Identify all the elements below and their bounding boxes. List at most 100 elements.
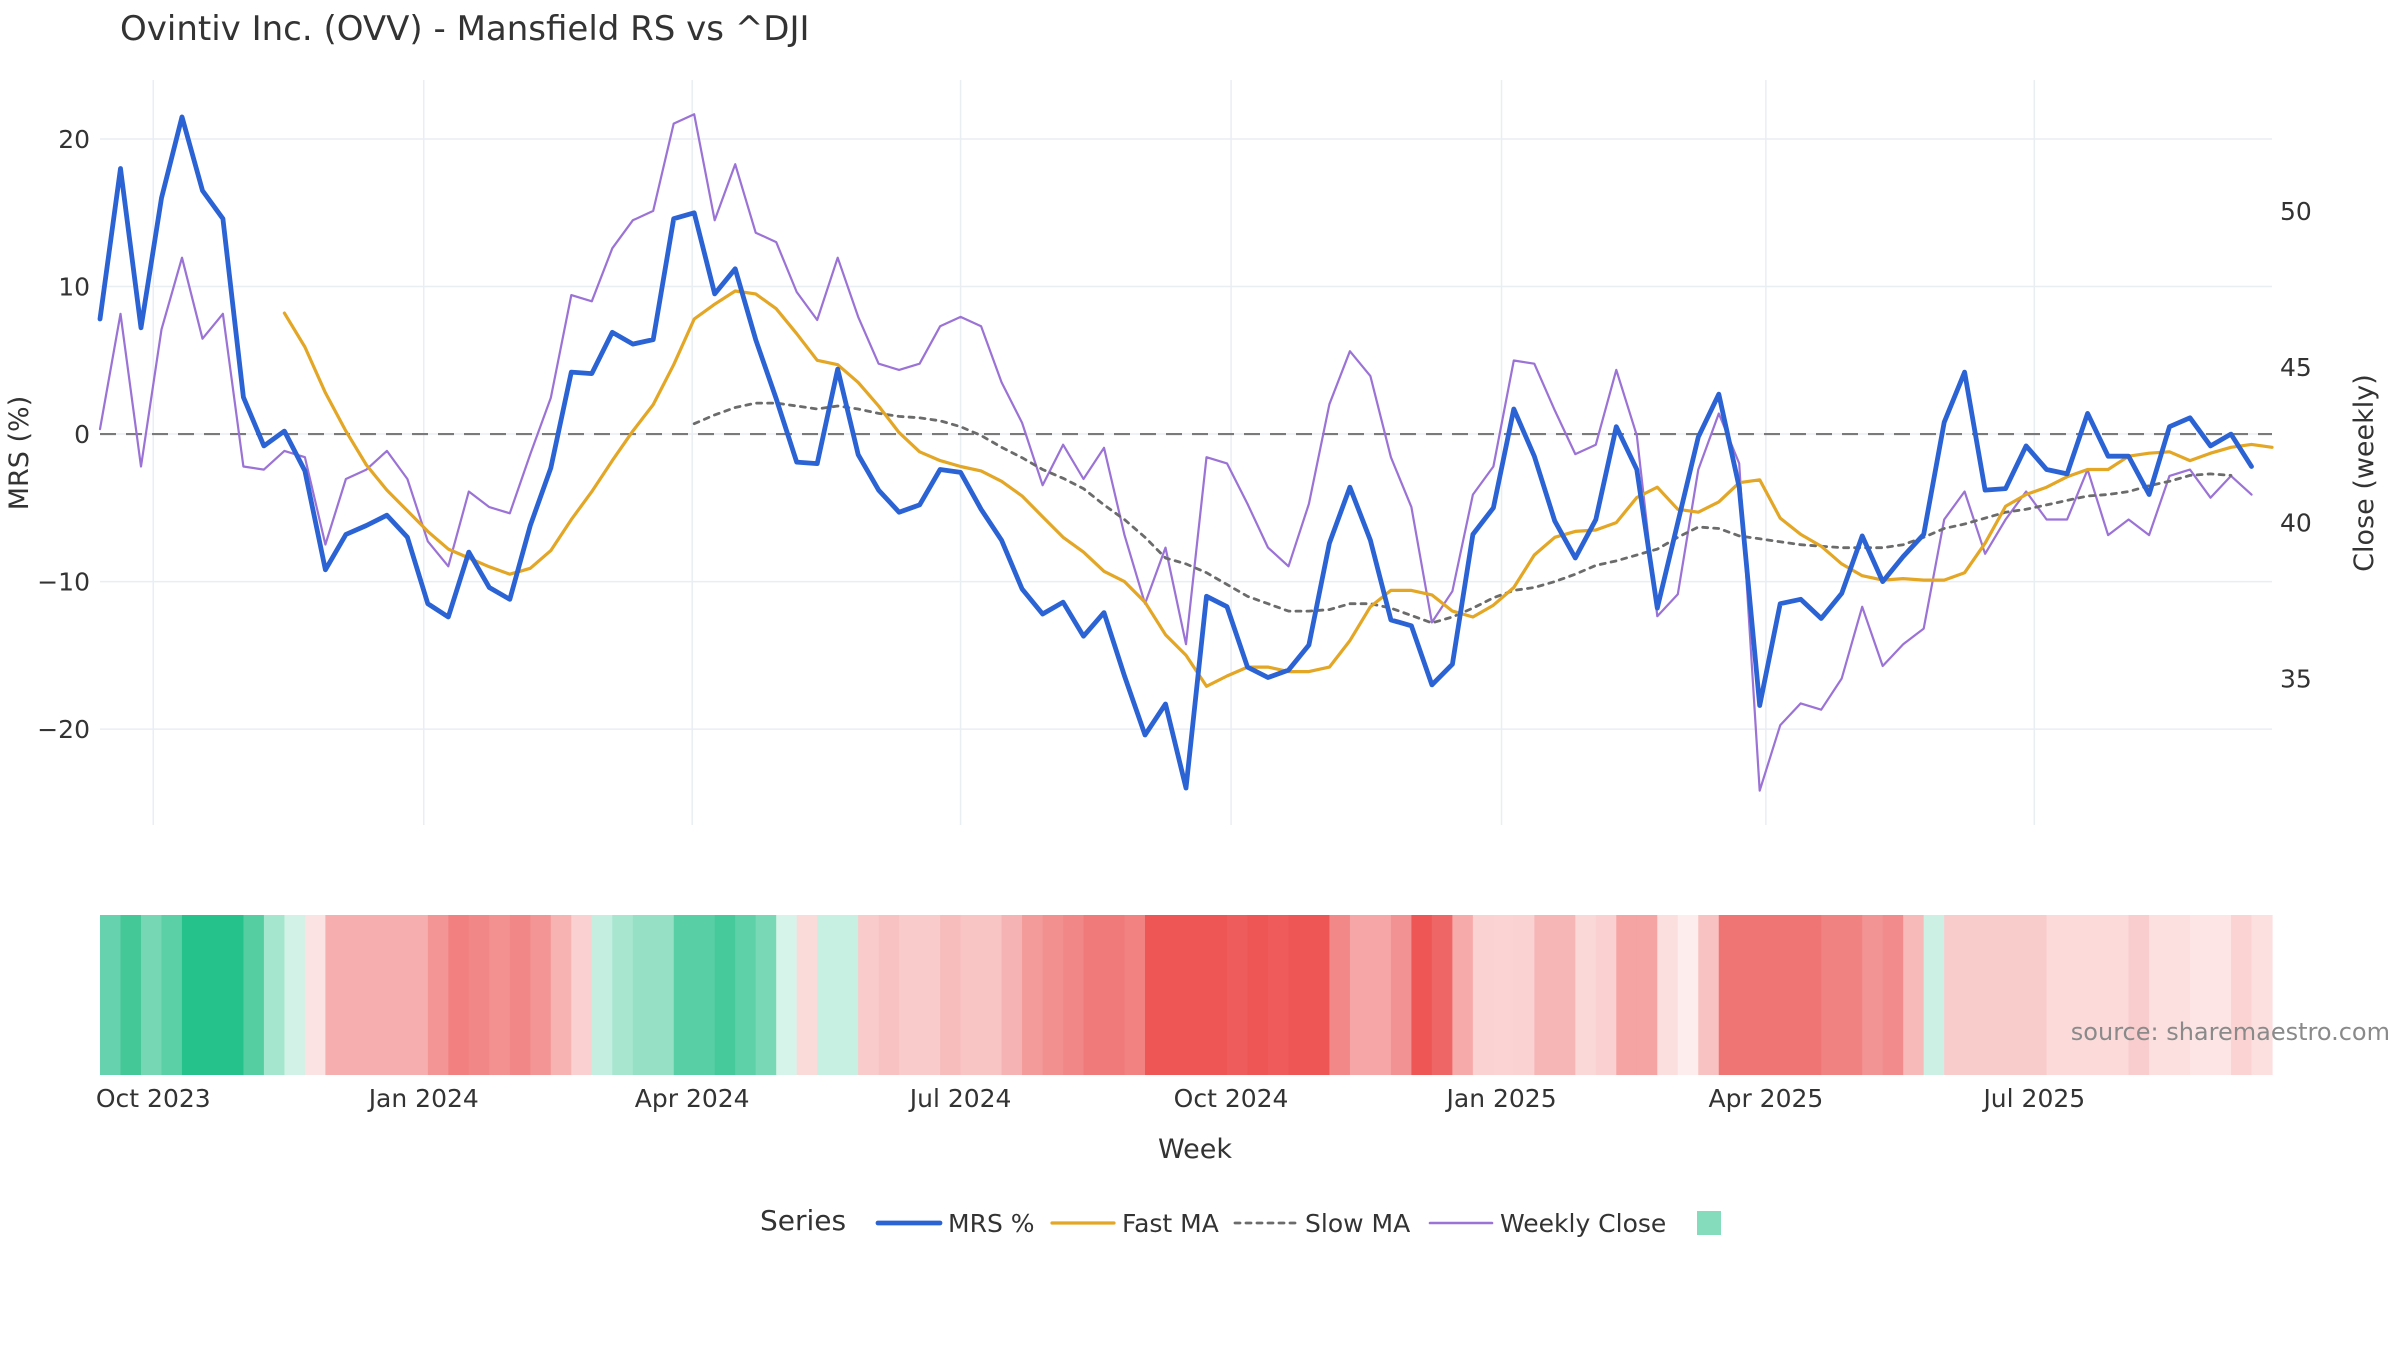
series-line-fast-ma	[282, 289, 2274, 688]
heat-cell	[1022, 915, 1044, 1075]
heat-cell	[755, 915, 777, 1075]
heat-cell	[1206, 915, 1228, 1075]
left-y-axis: 20 10 0 −10 −20	[37, 125, 90, 744]
heat-cell	[1923, 915, 1945, 1075]
heat-cell	[100, 915, 122, 1075]
heat-cell	[1903, 915, 1925, 1075]
heat-cell	[366, 915, 388, 1075]
heat-cell	[1493, 915, 1515, 1075]
heat-cell	[263, 915, 286, 1075]
heat-cell	[858, 915, 880, 1075]
heat-cell	[735, 915, 757, 1075]
heat-cell	[2190, 915, 2212, 1075]
heat-cell	[448, 915, 470, 1075]
heat-cell	[2149, 915, 2171, 1075]
heat-cell	[140, 915, 163, 1075]
series-line-weekly-close	[98, 113, 2253, 792]
heat-cell	[1677, 915, 1699, 1075]
heat-cell	[1595, 915, 1617, 1075]
heat-cell	[1267, 915, 1290, 1075]
heat-cell	[817, 915, 839, 1075]
series-line-slow-ma	[692, 401, 2233, 625]
series-layer	[97, 113, 2274, 792]
heat-cell	[243, 915, 265, 1075]
heat-cell	[202, 915, 224, 1075]
heat-cell	[181, 915, 204, 1075]
heat-cell	[591, 915, 613, 1075]
right-tick-label: 35	[2280, 664, 2312, 693]
heat-cell	[1083, 915, 1105, 1075]
heat-cell	[1165, 915, 1187, 1075]
heat-cell	[632, 915, 654, 1075]
heat-cell	[2046, 915, 2068, 1075]
heat-cell	[612, 915, 634, 1075]
right-axis-label: Close (weekly)	[2349, 374, 2380, 572]
heat-cell	[1636, 915, 1658, 1075]
heat-cell	[776, 915, 798, 1075]
legend-title: Series	[760, 1204, 846, 1237]
heat-cell	[1800, 915, 1822, 1075]
heat-cell	[673, 915, 695, 1075]
heat-cell	[571, 915, 593, 1075]
heat-cell	[1370, 915, 1392, 1075]
legend-item-slow-ma: Slow MA	[1233, 1209, 1410, 1238]
heat-cell	[2169, 915, 2191, 1075]
left-tick-label: −20	[37, 715, 90, 744]
x-tick-label: Oct 2024	[1174, 1084, 1289, 1113]
heat-cell	[899, 915, 921, 1075]
heat-cell	[1964, 915, 1986, 1075]
heat-cell	[940, 915, 962, 1075]
right-tick-label: 50	[2280, 197, 2312, 226]
heat-cell	[2231, 915, 2253, 1075]
legend-label-slow-ma: Slow MA	[1305, 1209, 1410, 1238]
heat-cell	[1452, 915, 1474, 1075]
heat-cell	[1513, 915, 1535, 1075]
heat-cell	[509, 915, 531, 1075]
heat-cell	[960, 915, 982, 1075]
heat-cell	[1063, 915, 1085, 1075]
left-axis-label: MRS (%)	[4, 396, 35, 511]
heat-cell	[1124, 915, 1146, 1075]
legend: Series MRS % Fast MA Slow MA Weekly Close	[760, 1204, 1721, 1238]
legend-label-mrs: MRS %	[948, 1209, 1035, 1238]
heat-cell	[653, 915, 675, 1075]
heat-cell	[1308, 915, 1331, 1075]
heat-cell	[550, 915, 572, 1075]
grid-layer	[100, 80, 2272, 825]
x-tick-label: Apr 2024	[635, 1084, 750, 1113]
heat-cell	[1657, 915, 1679, 1075]
heat-cell	[120, 915, 142, 1075]
heat-cell	[796, 915, 818, 1075]
heat-cell	[1862, 915, 1884, 1075]
right-tick-label: 40	[2280, 509, 2312, 538]
legend-heat-swatch	[1697, 1211, 1721, 1235]
heat-cell	[1575, 915, 1597, 1075]
heat-cell	[1288, 915, 1310, 1075]
heat-cell	[284, 915, 306, 1075]
heat-cell	[1001, 915, 1023, 1075]
heat-cell	[1554, 915, 1576, 1075]
left-tick-label: 0	[74, 420, 90, 449]
heat-cell	[1698, 915, 1720, 1075]
heat-cell	[2251, 915, 2273, 1075]
x-axis-label: Week	[1158, 1134, 1232, 1165]
heat-cell	[1534, 915, 1556, 1075]
heat-cell	[2026, 915, 2048, 1075]
heat-cell	[1247, 915, 1269, 1075]
x-tick-label: Jul 2025	[1981, 1084, 2085, 1113]
heat-cell	[1329, 915, 1351, 1075]
x-tick-label: Jan 2024	[367, 1084, 479, 1113]
legend-label-fast-ma: Fast MA	[1122, 1209, 1219, 1238]
heat-cell	[1411, 915, 1433, 1075]
heat-cell	[919, 915, 941, 1075]
heat-cell	[1226, 915, 1249, 1075]
heat-cell	[2005, 915, 2027, 1075]
heat-cell	[304, 915, 326, 1075]
heat-cell	[386, 915, 408, 1075]
heat-cell	[2210, 915, 2232, 1075]
left-tick-label: 10	[58, 273, 90, 302]
heat-cell	[1944, 915, 1966, 1075]
heat-strip	[100, 915, 2273, 1075]
heat-cell	[2067, 915, 2089, 1075]
